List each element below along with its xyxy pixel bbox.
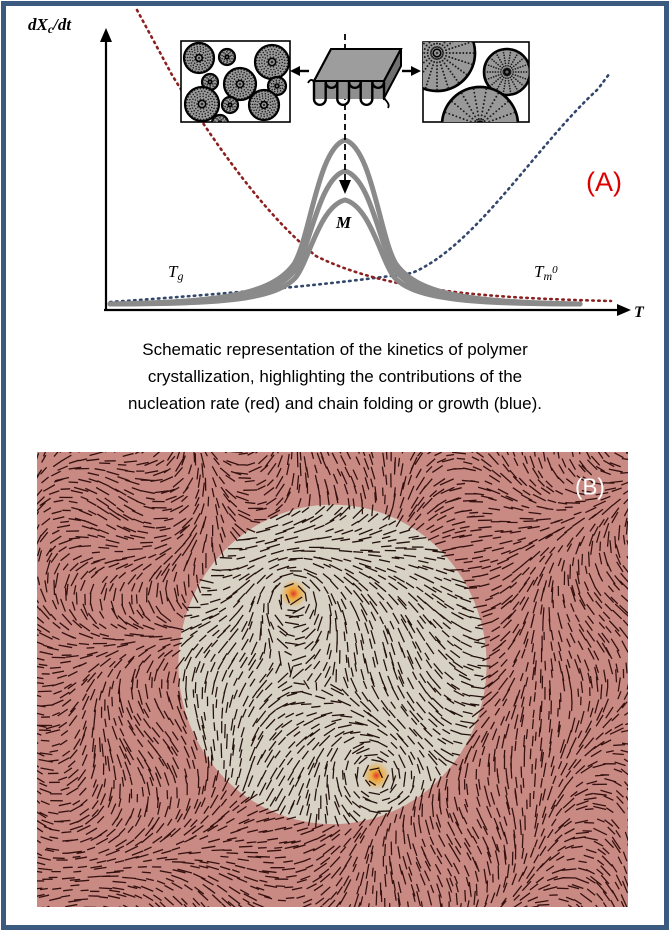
svg-text:Tm0: Tm0 bbox=[534, 262, 558, 283]
svg-text:dXc/dt: dXc/dt bbox=[28, 15, 72, 36]
svg-text:M: M bbox=[335, 213, 352, 232]
svg-text:T: T bbox=[634, 304, 645, 321]
svg-text:(B): (B) bbox=[575, 473, 605, 499]
svg-text:Tg: Tg bbox=[168, 262, 183, 283]
svg-text:(A): (A) bbox=[586, 167, 622, 197]
